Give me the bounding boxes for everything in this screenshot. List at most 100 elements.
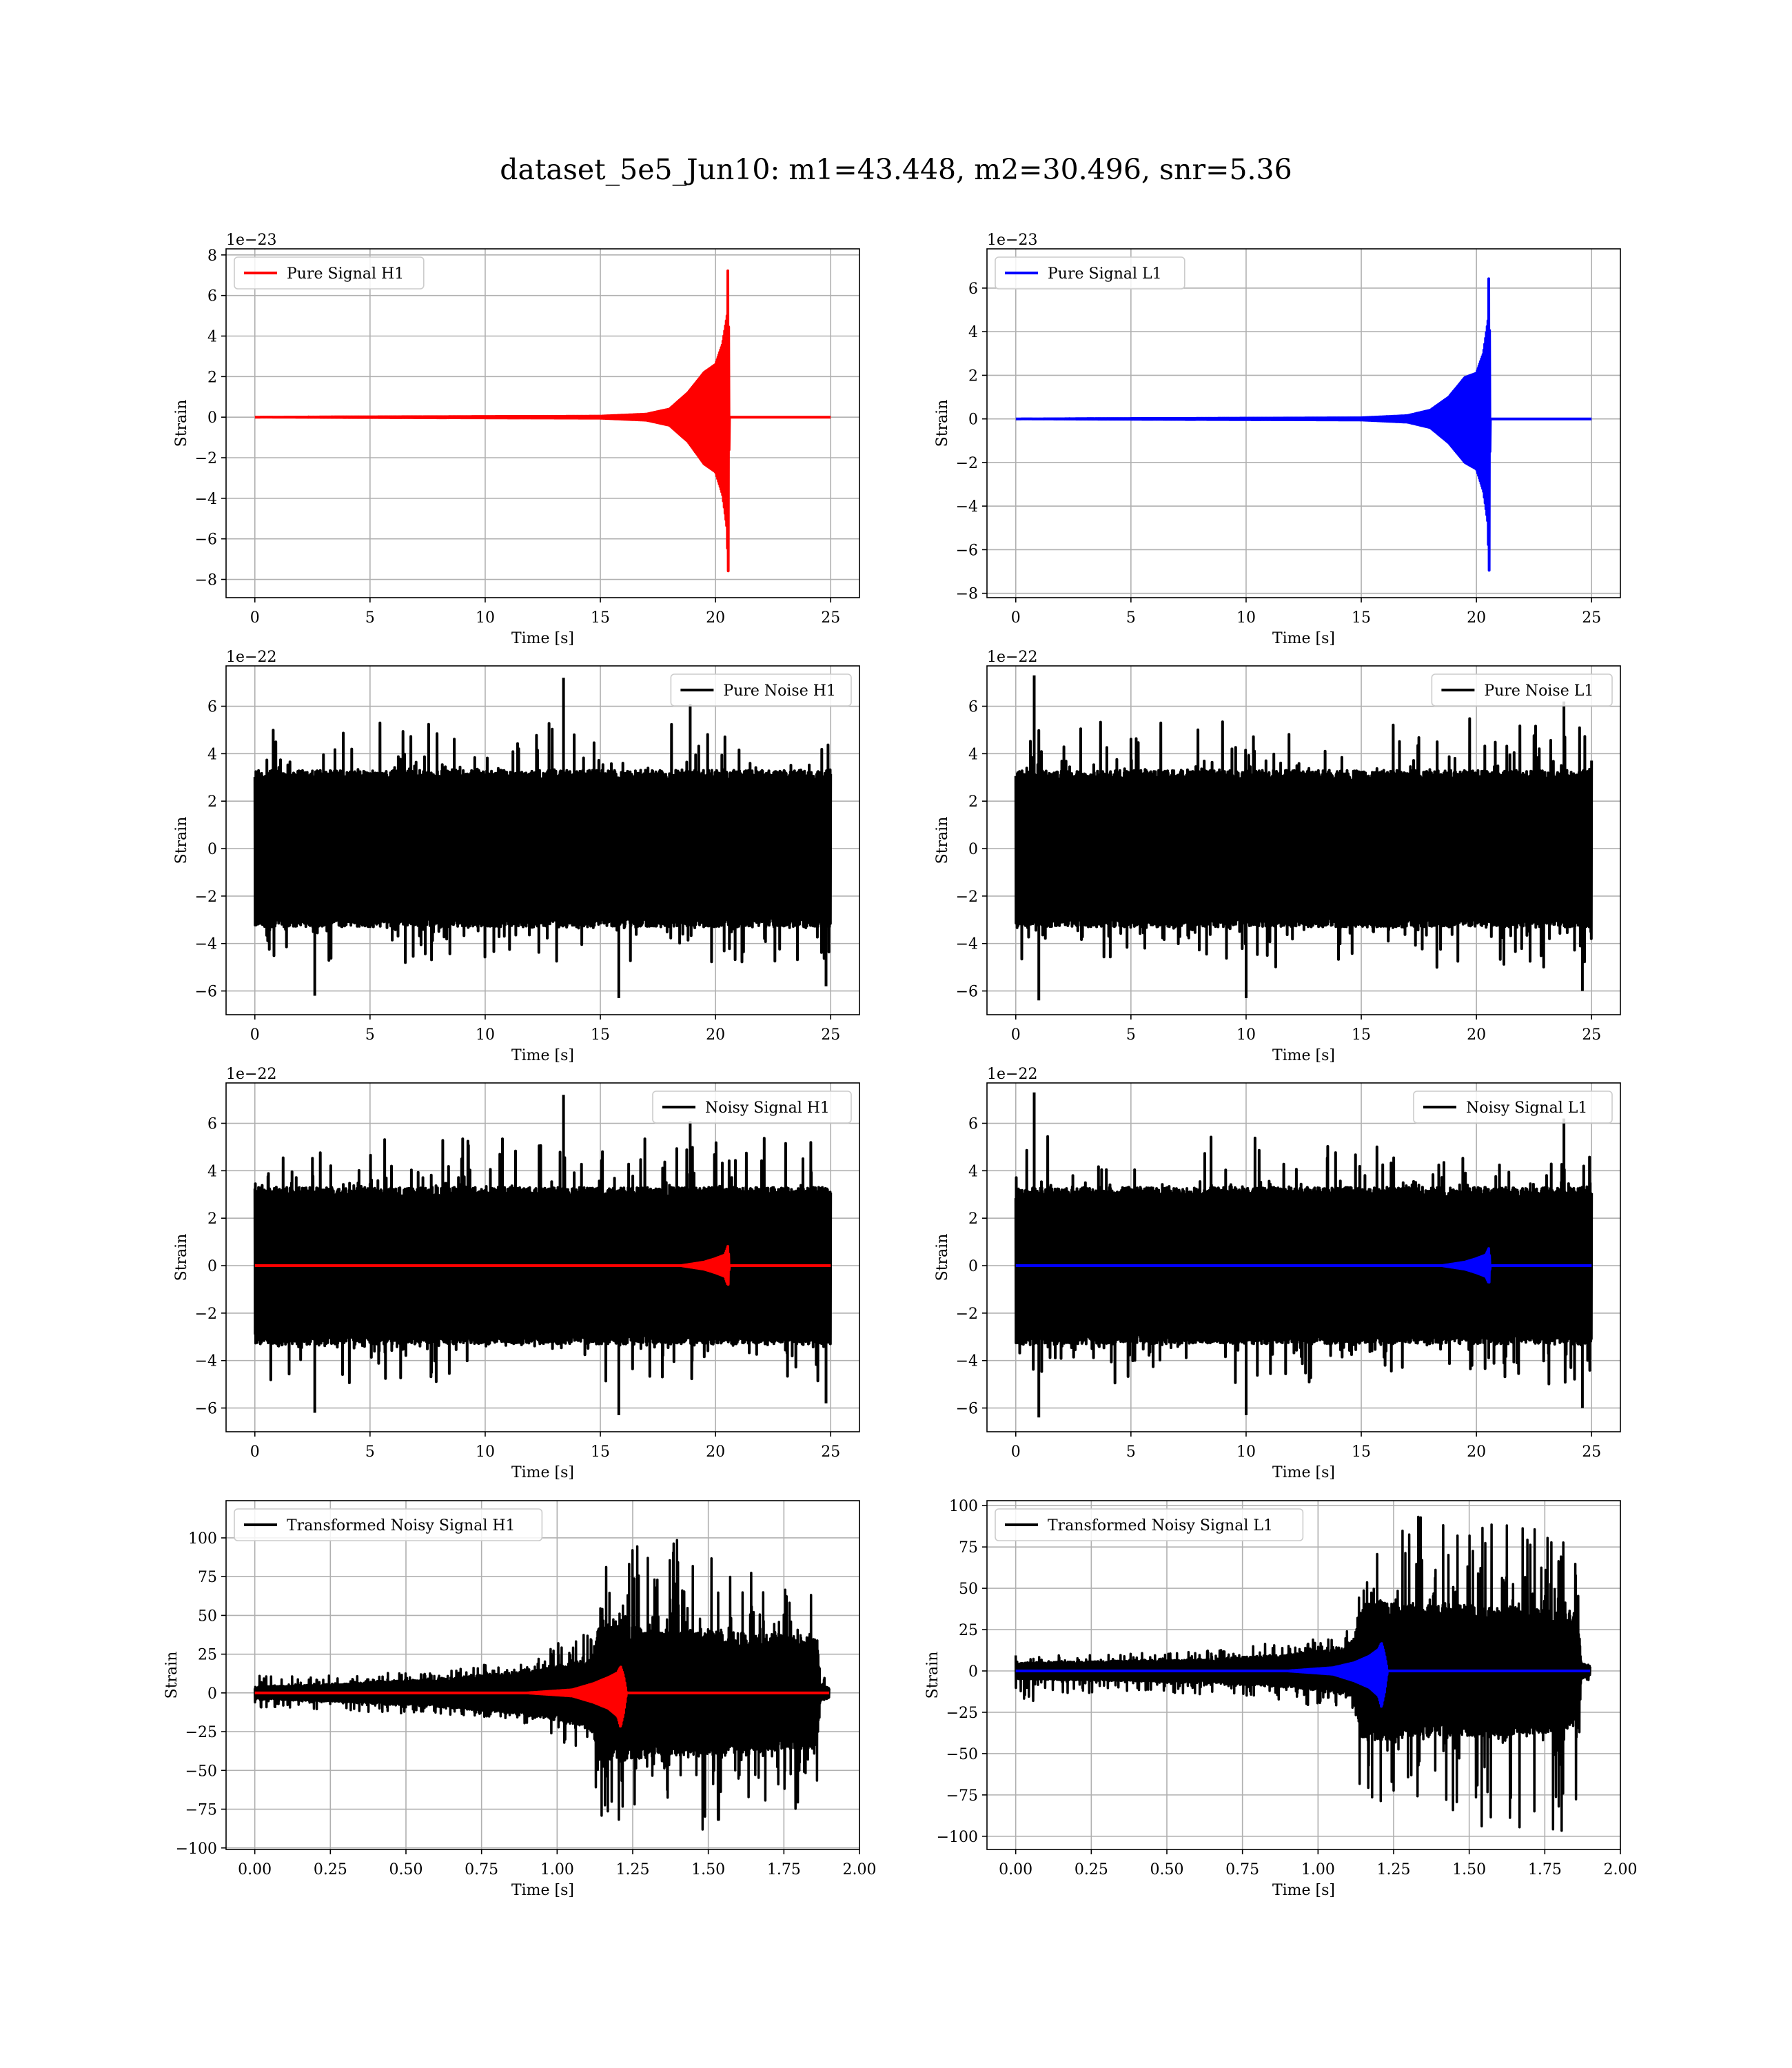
- x-tick-label: 10: [1236, 609, 1256, 627]
- y-tick-label: −4: [956, 936, 978, 953]
- x-tick-label: 20: [1467, 609, 1486, 627]
- legend: Transformed Noisy Signal L1: [995, 1508, 1304, 1541]
- series-line: [1015, 1642, 1591, 1708]
- y-tick-label: 0: [207, 409, 217, 427]
- legend: Pure Noise H1: [670, 673, 852, 707]
- series-line: [1015, 277, 1593, 572]
- x-tick-label: 1.25: [1377, 1861, 1411, 1878]
- offset-text: 1e−22: [226, 649, 276, 666]
- axes-frame: [225, 665, 860, 1015]
- x-tick-label: 10: [476, 609, 495, 627]
- panel-noisy-signal-l1: 0 5 10 15 20 25 −6 −4 −2 0 2 4 6 1e−22 Time [s] Strain N…: [934, 1066, 1621, 1481]
- x-tick-label: 2.00: [1604, 1861, 1638, 1878]
- y-tick-label: −2: [956, 889, 978, 906]
- plot-area: [254, 269, 832, 573]
- legend-box: [1431, 673, 1613, 707]
- y-tick-label: −6: [956, 984, 978, 1001]
- x-tick-label: 15: [1352, 1026, 1371, 1044]
- x-tick-label: 25: [1582, 609, 1601, 627]
- legend-label: Noisy Signal H1: [705, 1099, 830, 1117]
- y-tick-label: −4: [195, 1353, 217, 1370]
- y-axis-label: Strain: [934, 400, 951, 447]
- axes-frame: [225, 1500, 860, 1850]
- y-tick-label: 4: [207, 329, 217, 346]
- x-tick-label: 0: [250, 1443, 260, 1461]
- series-line: [1014, 1092, 1594, 1418]
- legend-box: [995, 256, 1185, 290]
- panel-pure-signal-h1: 0 5 10 15 20 25 −8 −6 −4 −2 0 2 4 6 8 1e−23 Time [s] Stra…: [173, 232, 860, 647]
- y-tick-label: −6: [956, 542, 978, 559]
- x-tick-label: 1.00: [1301, 1861, 1335, 1878]
- legend-box: [234, 256, 425, 290]
- y-tick-label: −2: [195, 889, 217, 906]
- y-tick-label: −2: [195, 1306, 217, 1323]
- series-line: [253, 1095, 833, 1415]
- y-tick-label: −2: [956, 455, 978, 472]
- y-axis-label: Strain: [924, 1652, 941, 1699]
- x-tick-label: 25: [1582, 1443, 1601, 1461]
- y-tick-label: −4: [956, 498, 978, 516]
- x-tick-label: 15: [1352, 609, 1371, 627]
- x-tick-label: 25: [821, 609, 840, 627]
- legend-label: Pure Noise L1: [1484, 682, 1594, 700]
- y-tick-label: 0: [207, 1258, 217, 1275]
- series-line: [253, 1539, 831, 1831]
- y-tick-label: −2: [195, 450, 217, 467]
- x-tick-label: 1.75: [1528, 1861, 1562, 1878]
- y-tick-label: 25: [959, 1622, 978, 1639]
- x-tick-label: 1.75: [767, 1861, 801, 1878]
- y-tick-label: 50: [198, 1608, 217, 1625]
- x-tick-label: 5: [365, 1443, 375, 1461]
- legend-box: [995, 1508, 1304, 1541]
- y-tick-label: −6: [195, 984, 217, 1001]
- x-axis-label: Time [s]: [1272, 1464, 1335, 1481]
- series-line: [1014, 675, 1594, 1001]
- y-tick-label: 0: [207, 1685, 217, 1703]
- axes-frame: [986, 248, 1621, 598]
- y-axis-label: Strain: [173, 400, 190, 447]
- y-tick-label: 4: [207, 1163, 217, 1180]
- x-axis-label: Time [s]: [511, 630, 574, 647]
- y-tick-label: −8: [195, 572, 217, 589]
- y-tick-label: 0: [968, 1258, 978, 1275]
- series-line: [1015, 1247, 1593, 1284]
- x-tick-label: 0.25: [1075, 1861, 1108, 1878]
- x-tick-label: 0.25: [314, 1861, 347, 1878]
- series-line: [253, 678, 833, 998]
- panel-transformed-l1: 0.00 0.25 0.50 0.75 1.00 1.25 1.50 1.75 2.00 −100…: [924, 1498, 1637, 1899]
- y-tick-label: 0: [968, 841, 978, 858]
- x-tick-label: 10: [1236, 1026, 1256, 1044]
- offset-text: 1e−23: [226, 232, 276, 249]
- x-tick-label: 0.75: [465, 1861, 498, 1878]
- y-tick-label: 2: [968, 793, 978, 811]
- y-tick-label: 2: [207, 369, 217, 386]
- figure-title: dataset_5e5_Jun10: m1=43.448, m2=30.496,…: [500, 153, 1292, 186]
- y-tick-label: −100: [176, 1841, 217, 1858]
- axes-frame: [225, 1082, 860, 1432]
- x-tick-label: 5: [365, 609, 375, 627]
- y-tick-label: 2: [968, 1210, 978, 1228]
- y-tick-label: 6: [207, 699, 217, 716]
- x-tick-label: 0: [250, 609, 260, 627]
- x-tick-label: 20: [706, 1026, 725, 1044]
- y-tick-label: 4: [968, 746, 978, 763]
- x-tick-label: 2.00: [843, 1861, 877, 1878]
- legend: Noisy Signal H1: [652, 1091, 852, 1124]
- x-tick-label: 15: [591, 1443, 610, 1461]
- y-tick-label: −4: [956, 1353, 978, 1370]
- noise-core: [254, 786, 831, 911]
- legend: Transformed Noisy Signal H1: [234, 1508, 543, 1541]
- legend: Pure Noise L1: [1431, 673, 1613, 707]
- y-tick-label: −50: [185, 1763, 217, 1780]
- y-tick-label: −75: [185, 1802, 217, 1819]
- y-tick-label: −6: [195, 531, 217, 549]
- y-tick-label: 6: [968, 281, 978, 298]
- x-tick-label: 10: [476, 1443, 495, 1461]
- y-tick-label: 4: [968, 324, 978, 341]
- legend-label: Noisy Signal L1: [1466, 1099, 1587, 1117]
- x-tick-label: 1.25: [616, 1861, 650, 1878]
- x-tick-label: 20: [1467, 1026, 1486, 1044]
- panel-noisy-signal-h1: 0 5 10 15 20 25 −6 −4 −2 0 2 4 6 1e−22 Time [s] Strain N…: [173, 1066, 860, 1481]
- noise-core: [1015, 786, 1592, 911]
- offset-text: 1e−22: [226, 1066, 276, 1083]
